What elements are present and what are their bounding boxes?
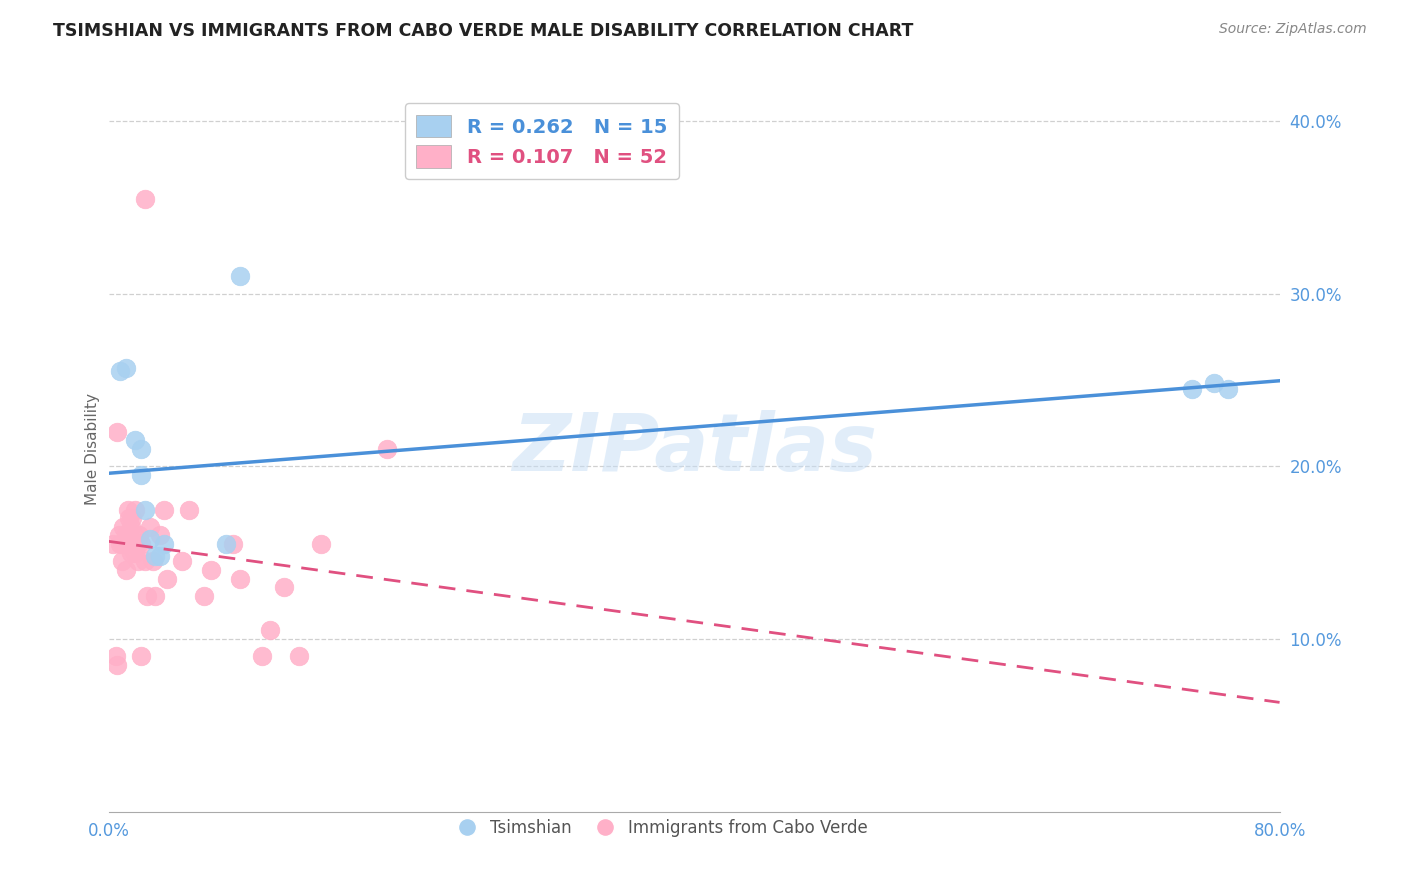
Point <box>1202 376 1225 391</box>
Point <box>200 563 222 577</box>
Point <box>129 649 152 664</box>
Point <box>117 502 139 516</box>
Point <box>134 502 156 516</box>
Point <box>104 649 127 664</box>
Point <box>141 554 163 568</box>
Point <box>134 554 156 568</box>
Point <box>129 442 152 456</box>
Point <box>121 511 143 525</box>
Point <box>107 658 129 673</box>
Point <box>108 528 131 542</box>
Legend: Tsimshian, Immigrants from Cabo Verde: Tsimshian, Immigrants from Cabo Verde <box>443 812 875 844</box>
Point <box>118 511 141 525</box>
Point <box>120 546 142 560</box>
Point <box>125 537 148 551</box>
Point <box>111 554 134 568</box>
Point <box>170 554 193 568</box>
Point <box>134 192 156 206</box>
Point <box>107 425 129 439</box>
Point <box>259 624 281 638</box>
Point <box>273 580 295 594</box>
Point <box>114 537 136 551</box>
Point <box>129 468 152 483</box>
Text: Source: ZipAtlas.com: Source: ZipAtlas.com <box>1219 22 1367 37</box>
Point <box>149 528 172 542</box>
Point <box>145 589 167 603</box>
Point <box>138 532 160 546</box>
Point <box>112 537 135 551</box>
Point <box>115 563 138 577</box>
Point <box>149 549 172 564</box>
Point <box>110 537 132 551</box>
Point <box>229 572 252 586</box>
Point <box>179 502 201 516</box>
Point <box>1181 382 1204 396</box>
Point <box>153 502 176 516</box>
Point <box>222 537 245 551</box>
Text: ZIPatlas: ZIPatlas <box>512 410 876 488</box>
Point <box>115 360 138 375</box>
Point <box>288 649 311 664</box>
Point <box>124 502 146 516</box>
Point <box>127 554 149 568</box>
Point <box>145 549 167 564</box>
Text: TSIMSHIAN VS IMMIGRANTS FROM CABO VERDE MALE DISABILITY CORRELATION CHART: TSIMSHIAN VS IMMIGRANTS FROM CABO VERDE … <box>53 22 914 40</box>
Point <box>229 269 252 284</box>
Point <box>124 434 146 448</box>
Point <box>118 537 141 551</box>
Point <box>153 537 176 551</box>
Point <box>1218 382 1240 396</box>
Point <box>138 520 160 534</box>
Point <box>120 520 142 534</box>
Point <box>129 537 152 551</box>
Point <box>115 528 138 542</box>
Point <box>122 537 145 551</box>
Point <box>110 364 132 378</box>
Point <box>215 537 238 551</box>
Point <box>252 649 274 664</box>
Point <box>156 572 179 586</box>
Point <box>117 537 139 551</box>
Point <box>128 528 150 542</box>
Point <box>122 528 145 542</box>
Point <box>121 537 143 551</box>
Point <box>135 589 157 603</box>
Y-axis label: Male Disability: Male Disability <box>86 393 100 505</box>
Point <box>193 589 215 603</box>
Point <box>101 537 124 551</box>
Point <box>124 537 146 551</box>
Point <box>112 520 135 534</box>
Point <box>375 442 398 456</box>
Point <box>309 537 332 551</box>
Point <box>124 546 146 560</box>
Point <box>127 537 149 551</box>
